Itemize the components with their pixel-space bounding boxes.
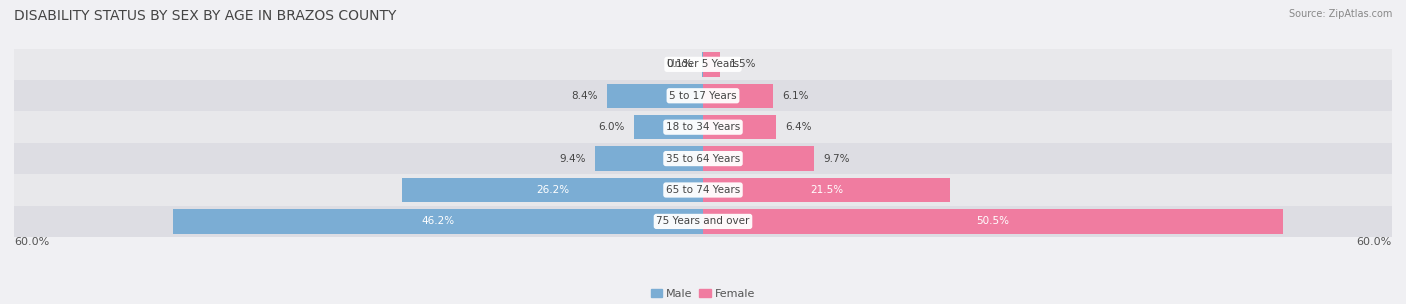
Bar — [173, 209, 703, 234]
Bar — [703, 178, 950, 202]
Bar — [595, 146, 703, 171]
Bar — [14, 80, 1392, 112]
Text: 0.1%: 0.1% — [666, 59, 693, 69]
Bar — [14, 143, 1392, 174]
Text: Source: ZipAtlas.com: Source: ZipAtlas.com — [1288, 9, 1392, 19]
Text: 65 to 74 Years: 65 to 74 Years — [666, 185, 740, 195]
Text: 8.4%: 8.4% — [571, 91, 598, 101]
Bar — [703, 209, 1282, 234]
Text: 6.4%: 6.4% — [786, 122, 813, 132]
Text: Under 5 Years: Under 5 Years — [666, 59, 740, 69]
Text: 6.0%: 6.0% — [599, 122, 624, 132]
Bar — [703, 115, 776, 140]
Bar — [402, 178, 703, 202]
Text: 26.2%: 26.2% — [536, 185, 569, 195]
Text: 60.0%: 60.0% — [1357, 237, 1392, 247]
Legend: Male, Female: Male, Female — [647, 284, 759, 303]
Text: DISABILITY STATUS BY SEX BY AGE IN BRAZOS COUNTY: DISABILITY STATUS BY SEX BY AGE IN BRAZO… — [14, 9, 396, 23]
Text: 1.5%: 1.5% — [730, 59, 756, 69]
Text: 9.4%: 9.4% — [560, 154, 586, 164]
Bar — [703, 146, 814, 171]
Bar — [14, 49, 1392, 80]
Bar — [703, 84, 773, 108]
Text: 9.7%: 9.7% — [824, 154, 851, 164]
Bar — [14, 174, 1392, 206]
Bar — [634, 115, 703, 140]
Text: 35 to 64 Years: 35 to 64 Years — [666, 154, 740, 164]
Text: 5 to 17 Years: 5 to 17 Years — [669, 91, 737, 101]
Bar — [703, 52, 720, 77]
Text: 75 Years and over: 75 Years and over — [657, 216, 749, 226]
Text: 46.2%: 46.2% — [422, 216, 454, 226]
Text: 18 to 34 Years: 18 to 34 Years — [666, 122, 740, 132]
Bar — [606, 84, 703, 108]
Text: 6.1%: 6.1% — [782, 91, 808, 101]
Text: 50.5%: 50.5% — [976, 216, 1010, 226]
Text: 21.5%: 21.5% — [810, 185, 844, 195]
Bar — [14, 206, 1392, 237]
Text: 60.0%: 60.0% — [14, 237, 49, 247]
Bar — [14, 112, 1392, 143]
